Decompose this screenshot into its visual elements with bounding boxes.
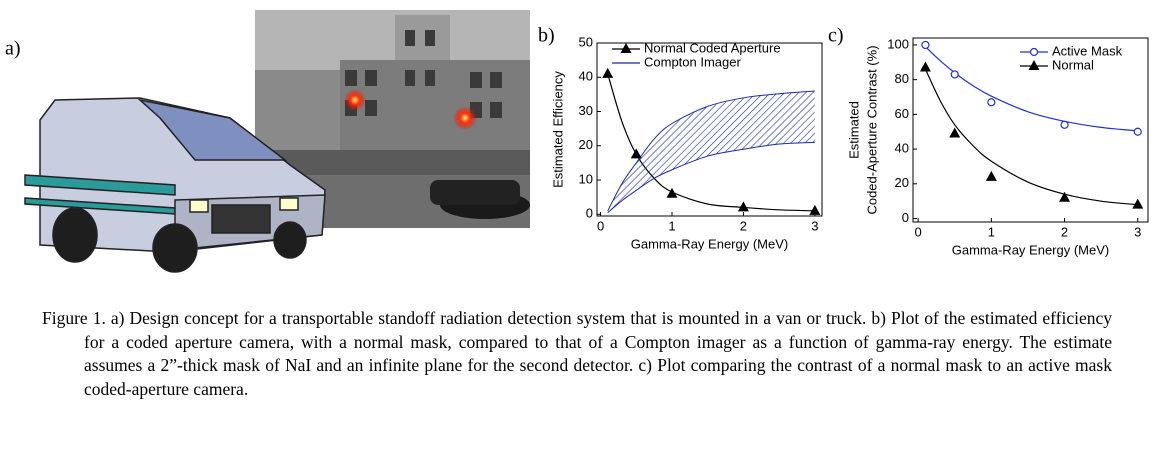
marker: [921, 40, 930, 50]
fit-line: [924, 68, 1138, 206]
x-tick-label: 2: [1061, 224, 1068, 239]
marker: [985, 170, 997, 181]
panel-label: c): [828, 25, 844, 47]
x-axis-label: Gamma-Ray Energy (MeV): [952, 242, 1109, 257]
marker: [630, 148, 642, 159]
marker: [1060, 120, 1069, 129]
y-tick-label: 100: [887, 36, 909, 51]
plot-frame: [912, 37, 1149, 223]
legend-label: Active Mask: [1052, 43, 1123, 58]
y-tick-label: 10: [579, 171, 593, 186]
marker: [949, 127, 961, 138]
x-tick-label: 3: [811, 218, 818, 233]
band-lower: [607, 141, 815, 213]
band-fill: [607, 90, 815, 213]
y-axis-label: Coded-Aperture Contrast (%): [864, 45, 879, 214]
y-tick-label: 20: [895, 175, 909, 190]
van-illustration: [24, 97, 326, 273]
band-upper: [607, 90, 815, 212]
marker: [919, 61, 931, 72]
figure-caption: Figure 1. a) Design concept for a transp…: [42, 308, 1112, 399]
chart: 0 10 20 30 40 50 0 1 2 3 Gamma-Ray Energy (MeV) Est…: [550, 34, 823, 251]
marker: [1133, 127, 1142, 136]
marker: [602, 67, 614, 78]
x-tick-label: 0: [597, 218, 604, 233]
y-tick-label: 50: [579, 34, 593, 49]
marker: [950, 70, 959, 79]
y-tick-label: 40: [895, 141, 909, 156]
x-tick-label: 1: [988, 224, 995, 239]
marker: [1059, 191, 1071, 202]
y-tick-label: 80: [895, 71, 909, 86]
y-tick-label: 0: [902, 210, 909, 225]
legend-label: Normal: [1052, 57, 1094, 72]
y-axis-label: Estimated: [846, 101, 861, 159]
marker: [737, 201, 749, 212]
y-tick-label: 40: [579, 69, 593, 84]
legend-label: Compton Imager: [644, 54, 741, 69]
x-tick-label: 1: [668, 218, 675, 233]
panel-label: b): [538, 25, 555, 47]
legend-label: Normal Coded Aperture: [644, 40, 781, 55]
legend-marker: [620, 43, 632, 53]
y-tick-label: 60: [895, 106, 909, 121]
y-tick-label: 0: [586, 206, 593, 221]
x-tick-label: 0: [915, 224, 922, 239]
marker: [1132, 198, 1144, 209]
marker: [666, 187, 678, 198]
panel-label: a): [5, 38, 21, 60]
y-tick-label: 30: [579, 103, 593, 118]
chart: 0 20 40 60 80 100 0 1 2 3 Gamma-Ray Energy (MeV) Es…: [846, 36, 1149, 257]
legend-marker: [1029, 47, 1039, 57]
y-axis-label: Estimated Efficiency: [550, 71, 565, 188]
legend-marker: [1028, 60, 1040, 70]
marker: [809, 204, 821, 215]
x-tick-label: 2: [740, 218, 747, 233]
fit-line: [925, 46, 1138, 132]
x-tick-label: 3: [1134, 224, 1141, 239]
plot-frame: [596, 42, 823, 217]
x-axis-label: Gamma-Ray Energy (MeV): [631, 236, 788, 251]
marker: [987, 98, 996, 107]
y-tick-label: 20: [579, 137, 593, 152]
